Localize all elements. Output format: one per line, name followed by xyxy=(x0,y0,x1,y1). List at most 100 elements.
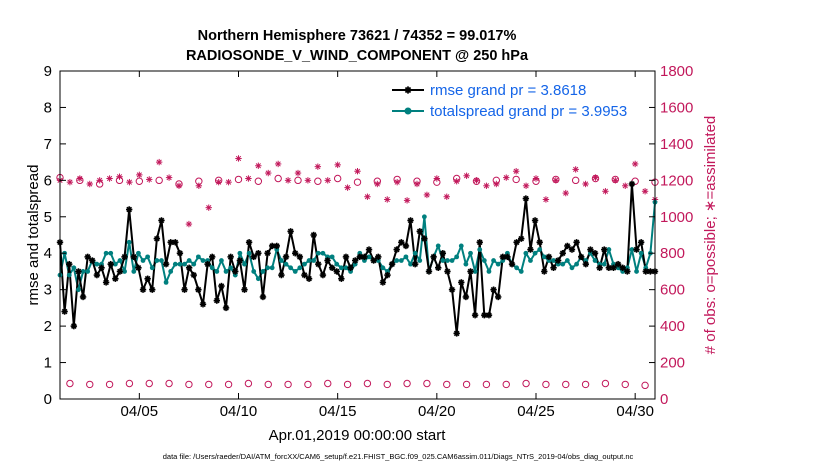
totalspread-point xyxy=(278,258,284,263)
y-left-tick-label: 1 xyxy=(44,355,52,372)
rmse-point xyxy=(481,311,488,319)
rmse-point xyxy=(587,246,594,253)
totalspread-point xyxy=(159,258,164,263)
rmse-point xyxy=(172,239,179,246)
totalspread-point xyxy=(564,258,570,263)
y-left-tick-label: 4 xyxy=(44,245,52,262)
totalspread-point xyxy=(168,269,174,274)
y-right-tick-label: 1000 xyxy=(660,209,693,226)
obs-assimilated-point xyxy=(354,168,361,175)
rmse-point xyxy=(407,217,414,224)
rmse-point xyxy=(568,246,576,253)
rmse-point xyxy=(328,264,336,271)
obs-assimilated-point xyxy=(443,193,450,200)
rmse-point xyxy=(513,239,520,246)
totalspread-point xyxy=(560,261,566,267)
obs-possible-point xyxy=(443,380,451,389)
rmse-point xyxy=(545,253,553,261)
obs-assimilated-point xyxy=(631,160,639,168)
rmse-point xyxy=(573,239,580,246)
rmse-point xyxy=(296,253,304,261)
totalspread-point xyxy=(145,254,151,260)
rmse-point xyxy=(135,264,142,271)
totalspread-point xyxy=(615,265,621,271)
obs-possible-point xyxy=(581,380,590,389)
totalspread-point xyxy=(435,243,441,249)
rmse-point xyxy=(467,268,474,275)
totalspread-point xyxy=(334,261,340,267)
x-axis-label: Apr.01,2019 00:00:00 start xyxy=(269,427,447,444)
obs-possible-point xyxy=(512,175,520,184)
totalspread-point xyxy=(269,265,275,271)
rmse-point xyxy=(66,260,73,268)
totalspread-point xyxy=(237,250,243,256)
rmse-point xyxy=(444,268,451,275)
totalspread-point xyxy=(154,258,160,263)
obs-possible-point xyxy=(244,379,253,388)
totalspread-point xyxy=(528,258,533,263)
totalspread-point xyxy=(403,254,409,260)
obs-assimilated-point xyxy=(225,178,232,186)
rmse-point xyxy=(144,275,151,282)
rmse-point xyxy=(416,228,423,235)
totalspread-point xyxy=(624,265,630,271)
totalspread-point xyxy=(325,254,330,260)
totalspread-point xyxy=(611,261,616,267)
series-markers-layer xyxy=(56,180,659,337)
totalspread-point xyxy=(71,265,77,271)
obs-possible-point xyxy=(482,380,491,389)
totalspread-point xyxy=(643,265,649,271)
obs-assimilated-point xyxy=(106,175,113,182)
obs-possible-point xyxy=(571,176,580,185)
rmse-point xyxy=(167,239,174,246)
rmse-point xyxy=(619,264,626,271)
rmse-point xyxy=(250,253,257,261)
rmse-point xyxy=(153,235,161,242)
obs-assimilated-point xyxy=(165,174,173,181)
obs-possible-point xyxy=(105,380,114,389)
obs-possible-point xyxy=(363,379,372,388)
totalspread-point xyxy=(588,250,593,256)
totalspread-point xyxy=(385,269,390,274)
rmse-point xyxy=(536,239,543,246)
totalspread-point xyxy=(265,265,270,271)
obs-assimilated-point xyxy=(641,188,649,195)
obs-possible-point xyxy=(66,379,74,388)
rmse-point xyxy=(564,242,571,250)
obs-possible-point xyxy=(343,380,352,389)
rmse-point xyxy=(554,257,562,264)
obs-assimilated-point xyxy=(562,189,569,197)
totalspread-point xyxy=(537,247,543,252)
totalspread-point xyxy=(306,258,312,263)
chart-title-line-2: RADIOSONDE_V_WIND_COMPONENT @ 250 hPa xyxy=(186,48,529,64)
rmse-point xyxy=(315,260,322,268)
totalspread-point xyxy=(440,258,446,263)
rmse-point xyxy=(149,286,156,293)
totalspread-point xyxy=(149,265,155,271)
totalspread-point xyxy=(343,265,349,271)
obs-assimilated-point xyxy=(483,182,490,189)
obs-possible-point xyxy=(86,380,94,389)
rmse-point xyxy=(75,268,82,275)
rmse-point xyxy=(591,250,599,257)
y-left-tick-label: 9 xyxy=(44,63,52,80)
totalspread-point xyxy=(200,258,206,263)
plot-frame xyxy=(59,70,656,400)
rmse-point xyxy=(439,250,447,257)
obs-assimilated-point xyxy=(304,177,312,184)
rmse-point xyxy=(79,293,87,301)
totalspread-point xyxy=(80,269,86,274)
obs-assimilated-point xyxy=(274,160,282,168)
rmse-point xyxy=(402,242,410,250)
obs-assimilated-point xyxy=(512,168,520,175)
totalspread-point xyxy=(592,258,598,263)
totalspread-point xyxy=(458,243,464,249)
y-right-tick-label: 1800 xyxy=(660,63,693,80)
totalspread-point xyxy=(352,261,358,267)
totalspread-point xyxy=(205,258,210,263)
obs-possible-point xyxy=(502,380,510,389)
rmse-point xyxy=(411,260,419,268)
rmse-point xyxy=(365,246,373,253)
